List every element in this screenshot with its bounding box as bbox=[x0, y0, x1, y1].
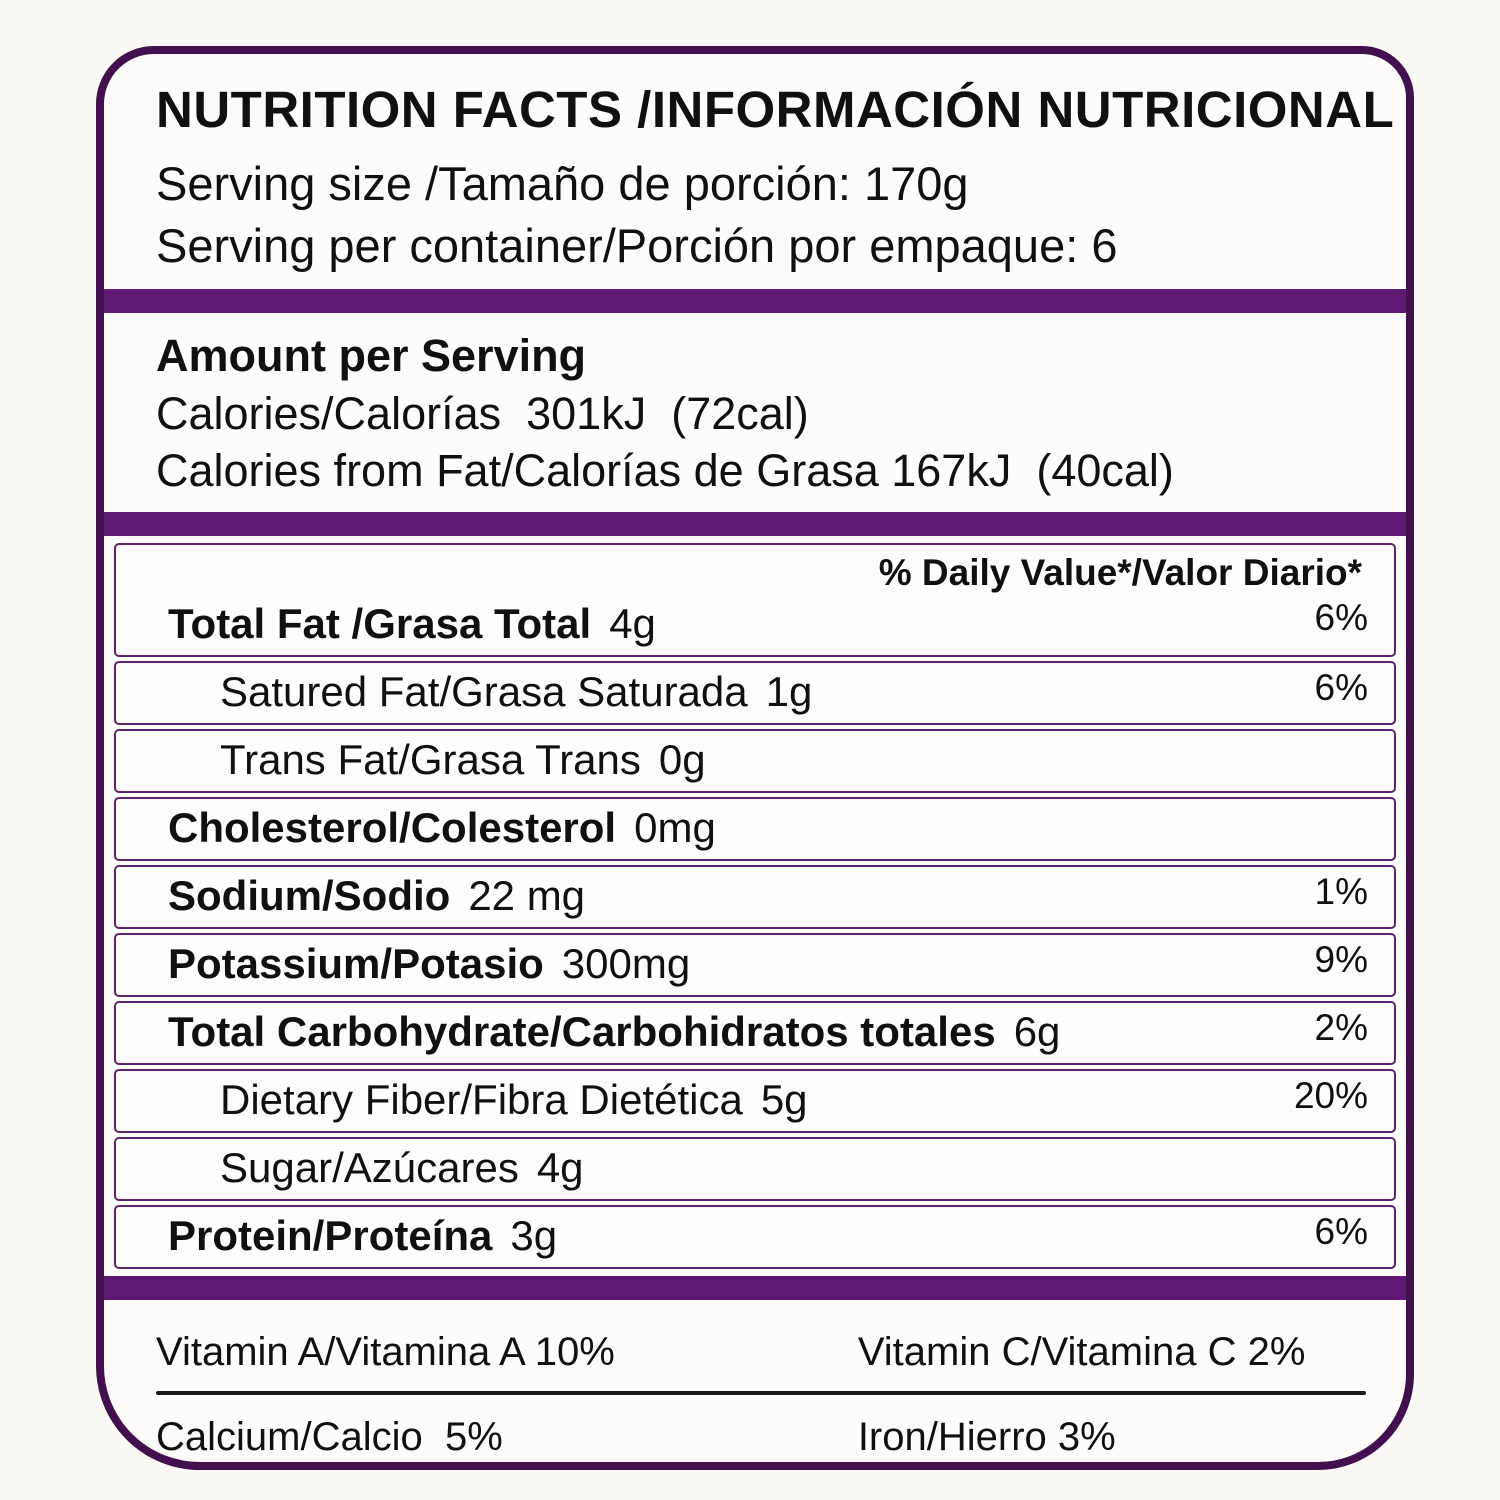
nutrient-row: Sugar/Azúcares 4g bbox=[114, 1136, 1396, 1201]
nutrient-line: Total Carbohydrate/Carbohidratos totales… bbox=[168, 1008, 1366, 1056]
nutrient-name: Sugar/Azúcares bbox=[220, 1143, 519, 1191]
serving-size-line: Serving size /Tamaño de porción: 170g bbox=[156, 157, 969, 210]
micronutrient-row: Calcium/Calcio 5% Iron/Hierro 3% bbox=[156, 1395, 1366, 1462]
nutrient-row: Satured Fat/Grasa Saturada 1g 6% bbox=[114, 660, 1396, 725]
micronutrient-divider bbox=[156, 1390, 1366, 1395]
nutrient-amount: 0mg bbox=[634, 803, 716, 851]
micronutrient-left: Calcium/Calcio 5% bbox=[156, 1414, 503, 1459]
nutrient-row: Protein/Proteína 3g 6% bbox=[114, 1204, 1396, 1269]
nutrient-amount: 4g bbox=[609, 599, 656, 647]
micronutrient-row: Vitamin A/Vitamina A 10% Vitamin C/Vitami… bbox=[156, 1310, 1366, 1391]
nutrient-amount: 22 mg bbox=[468, 871, 586, 919]
nutrient-line: Potassium/Potasio 300mg bbox=[168, 940, 1366, 988]
nutrient-daily-value: 9% bbox=[1314, 938, 1368, 980]
nutrient-line: Dietary Fiber/Fibra Dietética 5g bbox=[168, 1076, 1366, 1124]
nutrient-name: Potassium/Potasio bbox=[168, 939, 544, 987]
section-divider-bar bbox=[104, 1275, 1406, 1300]
nutrient-line: Satured Fat/Grasa Saturada 1g bbox=[168, 668, 1366, 716]
nutrient-line: Total Fat /Grasa Total 4g bbox=[168, 600, 1366, 648]
calories-section: Amount per Serving Calories/Calorías 301… bbox=[104, 313, 1406, 512]
nutrient-name: Protein/Proteína bbox=[168, 1211, 493, 1259]
micronutrients-section: Vitamin A/Vitamina A 10% Vitamin C/Vitami… bbox=[104, 1300, 1406, 1462]
micronutrient-right: Vitamin C/Vitamina C 2% bbox=[857, 1329, 1306, 1374]
nutrient-daily-value: 20% bbox=[1293, 1074, 1368, 1116]
section-divider-bar bbox=[104, 289, 1406, 314]
amount-per-serving-heading: Amount per Serving bbox=[156, 330, 587, 382]
nutrient-name: Trans Fat/Grasa Trans bbox=[220, 735, 641, 783]
nutrient-row: Sodium/Sodio 22 mg 1% bbox=[114, 864, 1396, 929]
nutrient-line: Protein/Proteína 3g bbox=[168, 1212, 1366, 1260]
nutrient-amount: 0g bbox=[658, 735, 706, 783]
nutrient-row: Dietary Fiber/Fibra Dietética 5g 20% bbox=[114, 1068, 1396, 1133]
nutrient-line: Sugar/Azúcares 4g bbox=[168, 1144, 1366, 1192]
nutrient-daily-value: 2% bbox=[1314, 1006, 1368, 1048]
header-section: NUTRITION FACTS /INFORMACIÓN NUTRICIONAL… bbox=[104, 54, 1406, 289]
nutrient-amount: 1g bbox=[765, 667, 813, 715]
nutrient-name: Cholesterol/Colesterol bbox=[168, 803, 617, 851]
nutrient-row: Cholesterol/Colesterol 0mg bbox=[114, 796, 1396, 861]
nutrient-row: Potassium/Potasio 300mg 9% bbox=[114, 932, 1396, 997]
nutrient-row: % Daily Value*/Valor Diario* Total Fat /G… bbox=[114, 542, 1396, 657]
nutrient-daily-value: 1% bbox=[1314, 870, 1368, 912]
nutrient-daily-value: 6% bbox=[1314, 1210, 1368, 1252]
nutrient-amount: 3g bbox=[510, 1211, 558, 1259]
section-divider-bar bbox=[104, 511, 1406, 536]
nutrient-line: Cholesterol/Colesterol 0mg bbox=[168, 804, 1366, 852]
nutrient-daily-value: 6% bbox=[1314, 596, 1368, 638]
nutrient-amount: 300mg bbox=[561, 939, 691, 987]
nutrient-line: Sodium/Sodio 22 mg bbox=[168, 872, 1366, 920]
micronutrient-right: Iron/Hierro 3% bbox=[857, 1414, 1116, 1459]
nutrients-section: % Daily Value*/Valor Diario* Total Fat /G… bbox=[104, 536, 1406, 1276]
micronutrient-left: Vitamin A/Vitamina A 10% bbox=[156, 1329, 615, 1374]
nutrient-name: Total Fat /Grasa Total bbox=[168, 599, 592, 647]
nutrient-row: Total Carbohydrate/Carbohidratos totales… bbox=[114, 1000, 1396, 1065]
nutrient-line: Trans Fat/Grasa Trans 0g bbox=[168, 736, 1366, 784]
nutrient-amount: 4g bbox=[536, 1143, 584, 1191]
daily-value-header: % Daily Value*/Valor Diario* bbox=[878, 551, 1362, 593]
nutrition-label: NUTRITION FACTS /INFORMACIÓN NUTRICIONAL… bbox=[96, 46, 1414, 1470]
calories-from-fat-line: Calories from Fat/Calorías de Grasa 167k… bbox=[156, 445, 1174, 497]
nutrient-name: Satured Fat/Grasa Saturada bbox=[220, 667, 748, 715]
nutrient-daily-value: 6% bbox=[1314, 666, 1368, 708]
nutrient-name: Sodium/Sodio bbox=[168, 871, 451, 919]
nutrient-amount: 6g bbox=[1013, 1007, 1061, 1055]
nutrient-amount: 5g bbox=[760, 1075, 808, 1123]
nutrient-row: Trans Fat/Grasa Trans 0g bbox=[114, 728, 1396, 793]
label-title: NUTRITION FACTS /INFORMACIÓN NUTRICIONAL bbox=[156, 81, 1395, 138]
nutrient-name: Total Carbohydrate/Carbohidratos totales bbox=[168, 1007, 996, 1055]
calories-line: Calories/Calorías 301kJ (72cal) bbox=[156, 387, 809, 439]
nutrient-name: Dietary Fiber/Fibra Dietética bbox=[220, 1075, 743, 1123]
servings-per-container-line: Serving per container/Porción por empaqu… bbox=[156, 219, 1118, 273]
